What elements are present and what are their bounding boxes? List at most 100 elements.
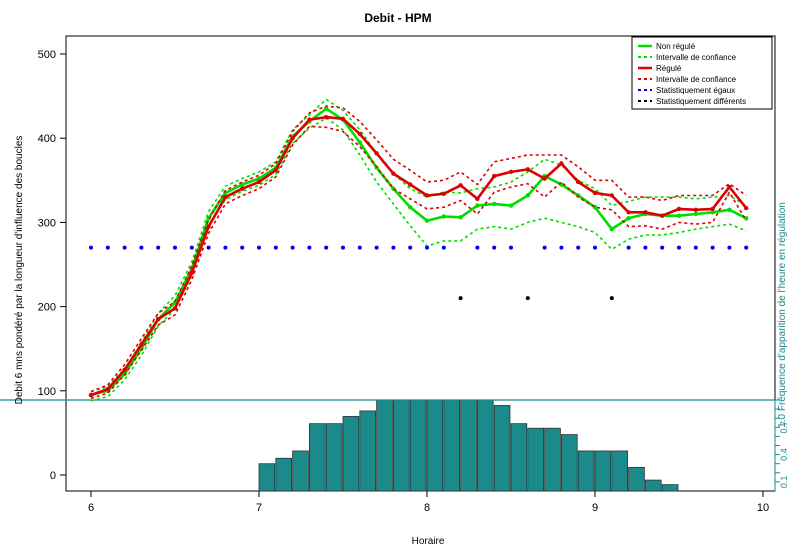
x-tick-label: 7 [256, 502, 262, 514]
legend-label: Intervalle de confiance [656, 75, 737, 84]
equal-marker [643, 245, 648, 250]
x-tick-label: 6 [88, 502, 94, 514]
frequency-bar [426, 399, 444, 492]
series-point [357, 131, 362, 137]
series-point [391, 171, 396, 176]
equal-marker [206, 245, 211, 250]
series-point [508, 169, 514, 175]
right-tick-label: 0.1 [779, 476, 789, 489]
equal-marker [727, 245, 732, 250]
equal-marker [223, 245, 228, 250]
legend-label: Statistiquement égaux [656, 86, 735, 95]
series-point [374, 151, 379, 156]
series-point [609, 193, 614, 198]
legend-box [631, 36, 773, 110]
frequency-bar [392, 399, 410, 492]
equal-marker [139, 245, 144, 250]
frequency-bar [561, 434, 578, 492]
series-point [475, 203, 480, 208]
equal-marker [626, 245, 631, 250]
frequency-bar [611, 450, 628, 492]
frequency-bar [443, 399, 460, 492]
equal-marker [105, 245, 110, 250]
series-point [273, 167, 278, 173]
equal-marker [257, 245, 261, 250]
right-axis-title: 1.0 Fréquence d'apparition de l'heure en… [777, 202, 788, 428]
series-point [408, 205, 413, 210]
series-point [424, 218, 430, 223]
equal-marker [357, 245, 362, 250]
series-point [441, 191, 446, 196]
equal-marker [408, 245, 413, 250]
series-point [340, 116, 346, 122]
right-tick-label: 0.4 [779, 448, 789, 461]
frequency-bar [510, 423, 528, 492]
equal-marker [593, 245, 597, 250]
series-point [475, 196, 480, 202]
frequency-bar [376, 399, 393, 492]
series-point [172, 306, 178, 311]
equal-marker [156, 245, 161, 250]
series-point [256, 179, 262, 185]
equal-marker [290, 245, 295, 250]
equal-marker [559, 245, 564, 250]
frequency-bar [342, 415, 360, 492]
series-point [643, 210, 648, 215]
series-point [492, 201, 497, 207]
x-axis-title: Horaire [412, 536, 445, 547]
series-point [609, 226, 614, 232]
equal-marker [307, 245, 312, 250]
frequency-bar [292, 450, 309, 492]
frequency-bar [527, 427, 544, 492]
equal-marker [341, 245, 345, 250]
series-point [525, 167, 530, 172]
series-point [592, 190, 598, 196]
series-point [508, 203, 514, 208]
equal-marker [324, 245, 329, 250]
series-point [290, 136, 295, 141]
frequency-bar [359, 410, 376, 492]
series-point [424, 193, 430, 198]
x-tick-label: 10 [757, 502, 769, 514]
series-point [324, 106, 329, 111]
frequency-bar [308, 423, 326, 492]
series-point [676, 213, 682, 218]
series-point [240, 186, 245, 191]
equal-marker [122, 245, 127, 250]
series-line-regule [90, 115, 748, 397]
series-point [122, 367, 127, 372]
series-point [324, 114, 329, 120]
equal-marker [441, 245, 446, 250]
series-point [727, 207, 732, 212]
series-point [626, 215, 631, 221]
frequency-bar [409, 399, 427, 492]
equal-marker [693, 245, 698, 250]
equal-marker [677, 245, 681, 250]
series-point [727, 184, 732, 190]
confidence-lower-line [90, 125, 747, 400]
legend: Non régulé Intervalle de confiance Régulé I… [631, 36, 773, 110]
legend-label: Intervalle de confiance [656, 53, 737, 62]
frequency-bar [628, 466, 645, 492]
series-point [744, 215, 749, 221]
frequency-bar [325, 423, 343, 492]
frequency-bar [544, 427, 561, 492]
equal-marker [189, 245, 194, 250]
equal-marker [173, 245, 177, 250]
series-line-non-regule [90, 107, 747, 397]
series-point [189, 270, 194, 276]
series-point [139, 342, 144, 347]
series-point [441, 214, 446, 219]
series-point [576, 179, 581, 185]
series-point [492, 173, 497, 179]
series-point [676, 206, 682, 212]
frequency-bar [275, 457, 292, 492]
equal-marker [475, 245, 480, 250]
equal-marker [374, 245, 379, 250]
y-tick-label: 300 [38, 217, 56, 229]
x-tick-label: 8 [424, 502, 430, 514]
different-marker [525, 296, 530, 301]
series-point [105, 386, 111, 392]
frequency-bar [460, 399, 477, 492]
right-tick-label: 0.7 [779, 421, 789, 434]
